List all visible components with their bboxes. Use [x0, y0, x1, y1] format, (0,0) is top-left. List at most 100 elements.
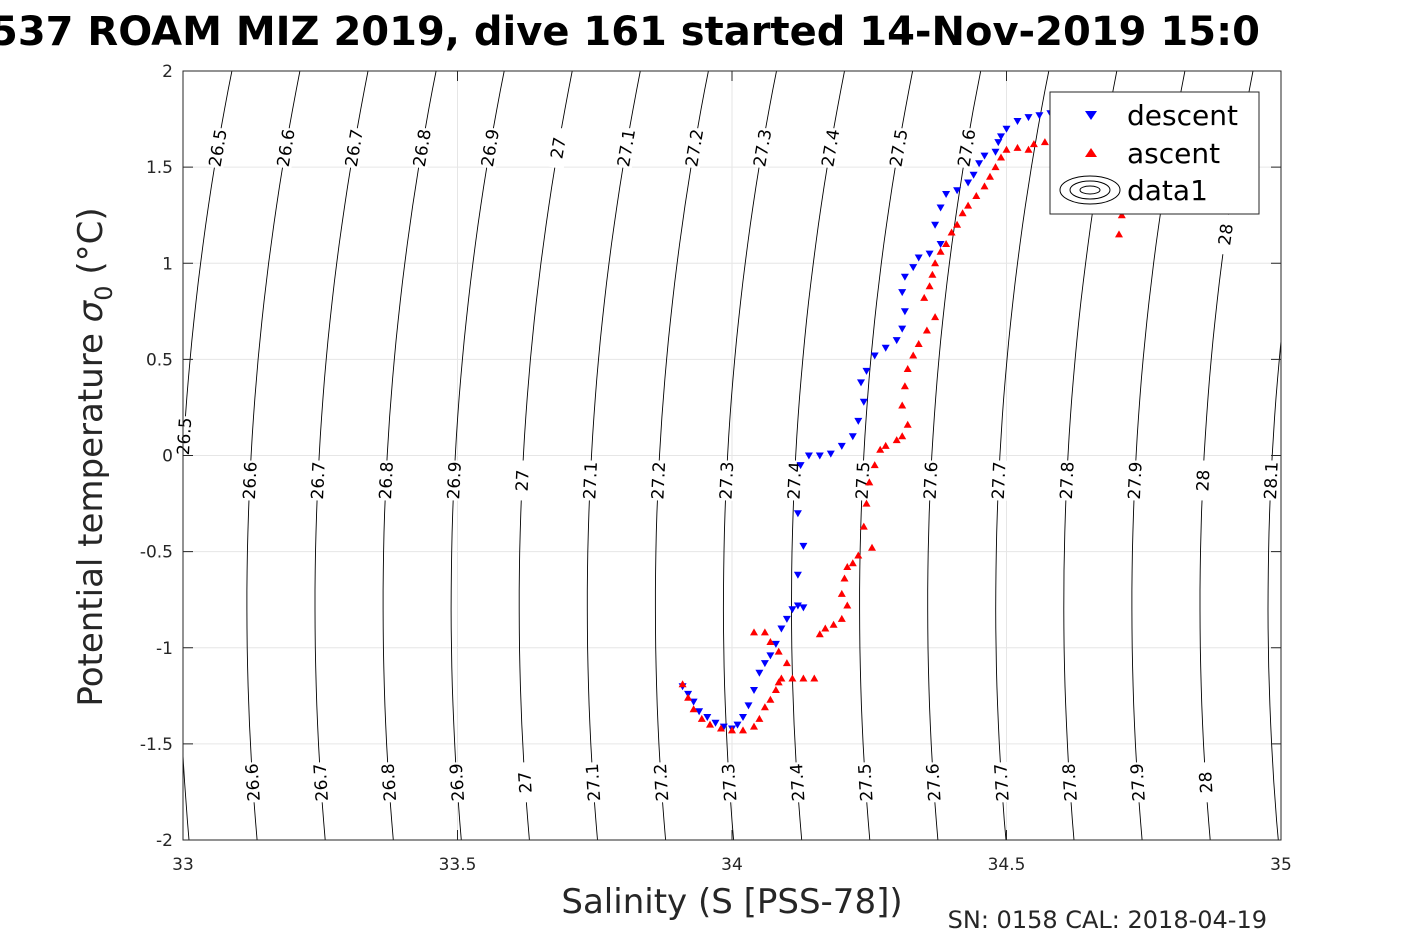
ascent-point — [810, 674, 819, 682]
isopycnal-27 — [518, 71, 573, 840]
descent-point — [881, 344, 890, 352]
legend-descent-label: descent — [1127, 99, 1238, 132]
contour-label-28.1: 28.1 — [1261, 461, 1283, 500]
ascent-point — [898, 432, 907, 440]
contour-label-bg — [718, 761, 740, 803]
contour-label-28: 28 — [1196, 771, 1217, 794]
ascent-point — [991, 163, 1000, 171]
ascent-point — [771, 686, 780, 693]
descent-point — [837, 442, 846, 450]
contour-label-26.7: 26.7 — [311, 763, 333, 802]
contour-label-bg — [923, 761, 944, 803]
y-axis-label-main: Potential temperature — [71, 322, 111, 706]
contour-label-bg — [650, 761, 672, 803]
legend-descent-marker — [1085, 111, 1097, 120]
contour-label-bg — [784, 460, 805, 501]
contour-label-27: 27 — [547, 136, 570, 161]
isopycnal-27.1 — [586, 71, 641, 840]
contour-label-27.7: 27.7 — [991, 763, 1013, 802]
contour-label-bg — [682, 126, 707, 170]
ascent-point — [837, 614, 846, 622]
isopycnal-27.7 — [995, 71, 1050, 840]
ascent-point — [892, 436, 901, 444]
contour-label-bg — [886, 126, 911, 170]
descent-point — [1035, 112, 1044, 120]
contour-label-27.6: 27.6 — [921, 461, 943, 500]
ascent-point — [881, 441, 890, 449]
contour-label-bg — [1192, 460, 1213, 501]
descent-point — [991, 148, 1000, 156]
isopycnal-26.9 — [450, 71, 505, 840]
descent-point — [793, 571, 802, 579]
x-tick-label: 35 — [1270, 855, 1292, 875]
ascent-point — [1024, 145, 1033, 153]
ascent-point — [868, 543, 876, 551]
contour-label-26.8: 26.8 — [376, 461, 398, 500]
x-tick-label: 33 — [172, 855, 194, 875]
ascent-point — [774, 647, 783, 655]
descent-point — [936, 241, 945, 248]
contour-label-27.8: 27.8 — [1059, 763, 1081, 802]
contour-label-27.9: 27.9 — [1127, 763, 1149, 802]
isopycnal-26.8 — [382, 71, 437, 840]
y-tick-label: 2 — [162, 62, 173, 82]
ascent-point — [986, 172, 994, 180]
descent-point — [969, 171, 978, 179]
ascent-point — [964, 201, 973, 209]
contour-label-27.2: 27.2 — [651, 763, 673, 802]
contour-label-26.7: 26.7 — [308, 461, 330, 500]
ascent-point — [821, 624, 830, 632]
isopycnal-27.4 — [791, 71, 845, 840]
contour-label-bg — [310, 761, 332, 803]
legend[interactable]: descent ascent data1 — [1049, 91, 1260, 215]
contour-label-27: 27 — [515, 771, 536, 794]
isopycnal-27.6 — [927, 71, 982, 840]
descent-point — [771, 640, 780, 648]
contour-label-27.1: 27.1 — [580, 461, 602, 500]
ascent-point — [865, 478, 874, 486]
contour-label-bg — [988, 460, 1009, 501]
ascent-point — [876, 445, 885, 453]
ascent-point — [799, 674, 808, 682]
contour-label-27.8: 27.8 — [1057, 461, 1079, 500]
calibration-note: SN: 0158 CAL: 2018-04-19 — [948, 906, 1267, 934]
ascent-point — [914, 340, 923, 347]
legend-ascent-label: ascent — [1127, 137, 1220, 170]
ascent-point — [782, 659, 791, 667]
contour-label-bg — [852, 460, 873, 501]
contour-label-26.6: 26.6 — [240, 461, 262, 500]
ascent-point — [766, 638, 775, 645]
y-tick-label: -0.5 — [140, 543, 173, 563]
descent-point — [703, 714, 712, 721]
contour-labels: 26.5 26.6 26.7 26.8 26.9 27 27.1 27.2 27.3 27.4 27… — [173, 126, 1283, 803]
descent-point — [997, 133, 1005, 141]
descent-point — [909, 264, 918, 272]
descent-point — [898, 325, 907, 333]
y-tick-label: 0.5 — [146, 350, 173, 370]
ascent-point — [848, 559, 857, 567]
ascent-point — [774, 678, 783, 686]
ascent-point — [1117, 211, 1126, 219]
descent-point — [857, 379, 865, 387]
ascent-point — [936, 247, 945, 255]
ascent-point — [755, 714, 764, 722]
density-contours — [183, 71, 1281, 840]
descent-point — [744, 702, 753, 710]
contour-label-bg — [1124, 460, 1145, 501]
ascent-point — [922, 326, 931, 334]
descent-point — [892, 337, 901, 345]
ascent-point — [972, 192, 981, 199]
ascent-point — [843, 601, 852, 609]
descent-point — [793, 602, 802, 610]
contour-label-bg — [514, 761, 536, 803]
contour-label-27.7: 27.7 — [989, 461, 1011, 500]
descent-point — [964, 179, 973, 187]
ascent-point — [854, 551, 863, 559]
contour-label-bg — [580, 460, 601, 501]
contour-label-26.6: 26.6 — [242, 763, 264, 802]
contour-label-bg — [378, 761, 400, 803]
isopycnal-27.3 — [722, 71, 777, 840]
contour-label-bg — [512, 460, 533, 501]
ascent-point — [931, 259, 940, 267]
ascent-point — [1115, 230, 1123, 238]
